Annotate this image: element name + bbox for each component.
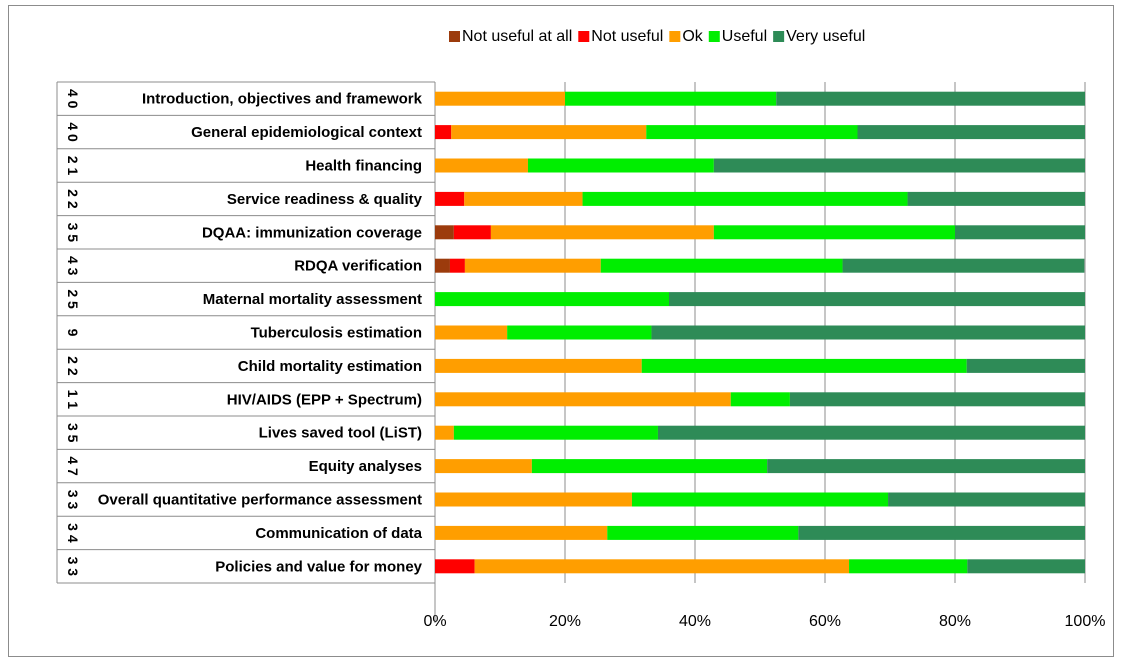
x-tick-label: 0%: [423, 613, 446, 630]
bar-segment: [449, 258, 465, 273]
category-label: Child mortality estimation: [238, 358, 422, 375]
bar-segment: [490, 225, 714, 240]
count-label: 2 2: [65, 189, 81, 209]
bar-segment: [435, 292, 669, 307]
bar-segment: [435, 325, 508, 340]
bar-segment: [435, 459, 532, 474]
bar-segment: [453, 425, 658, 440]
count-label: 2 1: [65, 156, 81, 176]
count-label: 3 4: [65, 523, 81, 543]
bar-segment: [955, 225, 1085, 240]
bar-segment: [967, 559, 1085, 574]
bar-segment: [713, 158, 1085, 173]
bar-segment: [767, 459, 1085, 474]
bar-segment: [966, 358, 1085, 373]
category-label: Policies and value for money: [215, 558, 422, 575]
count-label: 4 3: [65, 256, 81, 276]
bar-segment: [435, 125, 452, 140]
bar-segment: [669, 292, 1085, 307]
count-label: 3 5: [65, 423, 81, 443]
bar-segment: [474, 559, 850, 574]
bar-segment: [435, 358, 642, 373]
category-label: Health financing: [305, 158, 422, 175]
bar-segment: [631, 492, 889, 507]
bar-segment: [651, 325, 1085, 340]
legend-label: Useful: [722, 28, 767, 45]
bar-segment: [582, 191, 908, 206]
bar-segment: [907, 191, 1085, 206]
legend: Not useful at all Not useful Ok Useful Very …: [449, 28, 865, 45]
legend-label: Not useful at all: [462, 28, 572, 45]
category-label: Lives saved tool (LiST): [259, 425, 422, 442]
category-label: RDQA verification: [294, 258, 422, 275]
bar-segment: [565, 91, 777, 106]
bar-segment: [435, 392, 731, 407]
bar-segment: [888, 492, 1085, 507]
bar-segment: [849, 559, 968, 574]
category-label: HIV/AIDS (EPP + Spectrum): [227, 391, 422, 408]
bar-segment: [453, 225, 491, 240]
legend-swatch: [669, 31, 681, 42]
bar-segment: [464, 191, 583, 206]
category-label: Communication of data: [255, 525, 422, 542]
legend-label: Very useful: [786, 28, 865, 45]
bar-segment: [641, 358, 967, 373]
bar-segment: [435, 525, 608, 540]
count-label: 2 2: [65, 356, 81, 376]
bar-segment: [435, 258, 450, 273]
legend-swatch: [773, 31, 785, 42]
x-tick-label: 20%: [549, 613, 581, 630]
count-label: 3 3: [65, 490, 81, 510]
category-label: Tuberculosis estimation: [251, 325, 422, 342]
bar-segment: [730, 392, 790, 407]
count-label: 2 5: [65, 289, 81, 309]
category-label: Service readiness & quality: [227, 191, 423, 208]
bar-segment: [531, 459, 768, 474]
category-label: DQAA: immunization coverage: [202, 224, 422, 241]
category-label: General epidemiological context: [191, 124, 422, 141]
bar-segment: [527, 158, 714, 173]
count-label: 4 7: [65, 456, 81, 476]
bar-segment: [798, 525, 1085, 540]
bar-segment: [657, 425, 1085, 440]
legend-swatch: [449, 31, 460, 42]
bar-segment: [600, 258, 843, 273]
legend-swatch: [708, 31, 720, 42]
count-label: 4 0: [65, 89, 81, 109]
category-label: Maternal mortality assessment: [203, 291, 422, 308]
bar-segment: [435, 191, 465, 206]
bar-segment: [435, 425, 454, 440]
legend-swatch: [578, 31, 590, 42]
category-label: Equity analyses: [309, 458, 422, 475]
bar-segment: [464, 258, 601, 273]
bar-segment: [776, 91, 1085, 106]
x-tick-label: 80%: [939, 613, 971, 630]
count-label: 1 1: [65, 390, 81, 410]
bar-segment: [646, 125, 858, 140]
bar-segment: [451, 125, 647, 140]
count-label: 4 0: [65, 122, 81, 142]
count-label: 3 5: [65, 223, 81, 243]
bar-segment: [507, 325, 652, 340]
bar-segment: [607, 525, 799, 540]
legend-label: Not useful: [591, 28, 663, 45]
x-tick-label: 40%: [679, 613, 711, 630]
count-label: 9: [65, 329, 81, 337]
bar-segment: [435, 225, 454, 240]
bar-segment: [713, 225, 955, 240]
x-tick-label: 60%: [809, 613, 841, 630]
bar-segment: [435, 91, 565, 106]
legend-label: Ok: [682, 28, 703, 45]
bar-segment: [842, 258, 1085, 273]
bar-segment: [789, 392, 1085, 407]
bar-segment: [857, 125, 1085, 140]
category-label: Overall quantitative performance assessm…: [98, 492, 422, 509]
count-label: 3 3: [65, 557, 81, 577]
bar-segment: [435, 492, 632, 507]
bar-segment: [435, 559, 475, 574]
bar-segment: [435, 158, 528, 173]
x-tick-label: 100%: [1065, 613, 1106, 630]
category-label: Introduction, objectives and framework: [142, 91, 423, 108]
